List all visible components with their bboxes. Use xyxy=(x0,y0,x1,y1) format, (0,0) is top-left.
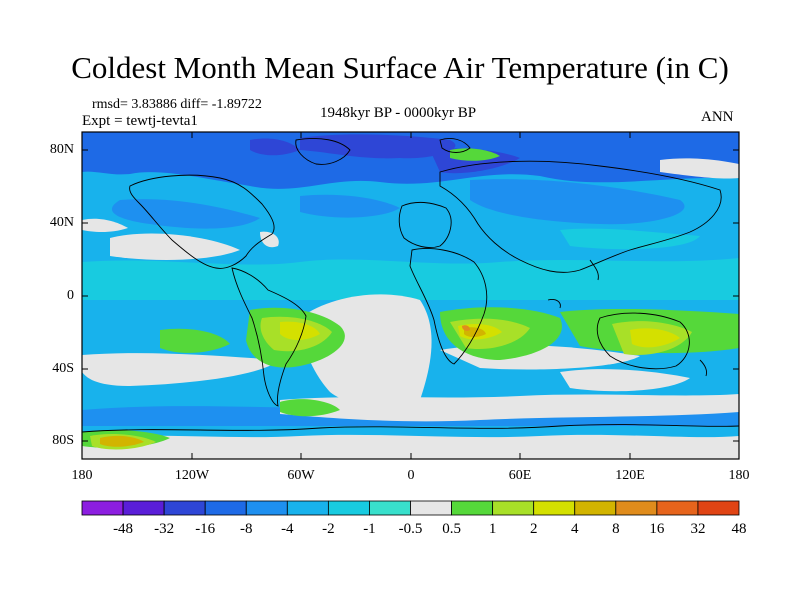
colorbar-box xyxy=(81,500,124,516)
lon-label-180e: 180 xyxy=(728,468,750,483)
colorbar-label: 0.5 xyxy=(442,521,461,537)
axis-ticks xyxy=(82,132,739,459)
colorbar-label: 1 xyxy=(488,521,497,537)
colorbar-label: 16 xyxy=(649,521,665,537)
colorbar-box xyxy=(533,500,576,516)
lon-label-60e: 60E xyxy=(508,468,532,483)
colorbar-label: -8 xyxy=(240,521,253,537)
temperature-field xyxy=(82,132,739,459)
lon-label-120e: 120E xyxy=(615,468,645,483)
map-title: Coldest Month Mean Surface Air Temperatu… xyxy=(71,50,729,85)
colorbar-box xyxy=(163,500,206,516)
lon-label-60w: 60W xyxy=(287,468,315,483)
lon-label-180w: 180 xyxy=(71,468,93,483)
colorbar-label: 4 xyxy=(571,521,579,537)
stats-text: rmsd= 3.83886 diff= -1.89722 xyxy=(92,97,262,112)
colorbar-label: -1 xyxy=(363,521,376,537)
colorbar xyxy=(81,500,740,516)
experiment-label: Expt = tewtj-tevta1 xyxy=(82,113,198,129)
colorbar-box xyxy=(615,500,658,516)
colorbar-box xyxy=(656,500,699,516)
colorbar-box xyxy=(492,500,535,516)
colorbar-label: 32 xyxy=(690,521,706,537)
lon-label-0: 0 xyxy=(407,468,415,483)
colorbar-box xyxy=(204,500,247,516)
lat-label-80s: 80S xyxy=(52,433,74,448)
colorbar-box xyxy=(327,500,370,516)
colorbar-box xyxy=(697,500,740,516)
colorbar-box xyxy=(410,500,452,516)
colorbar-box xyxy=(245,500,288,516)
season-label: ANN xyxy=(701,109,734,125)
colorbar-label: -2 xyxy=(322,521,335,537)
coastlines xyxy=(82,137,739,433)
colorbar-box xyxy=(122,500,165,516)
colorbar-label: -32 xyxy=(154,521,175,537)
colorbar-label: 8 xyxy=(612,521,620,537)
lat-label-0: 0 xyxy=(67,288,74,303)
colorbar-label: 48 xyxy=(731,521,747,537)
colorbar-label: -4 xyxy=(281,521,294,537)
colorbar-box xyxy=(286,500,329,516)
colorbar-label: 2 xyxy=(529,521,538,537)
colorbar-box xyxy=(574,500,617,516)
colorbar-box xyxy=(451,500,494,516)
period-label: 1948kyr BP - 0000kyr BP xyxy=(320,105,477,121)
lon-label-120w: 120W xyxy=(174,468,210,483)
colorbar-label: -0.5 xyxy=(398,521,423,537)
lat-label-40n: 40N xyxy=(49,215,74,230)
colorbar-label: -16 xyxy=(195,521,216,537)
colorbar-box xyxy=(369,500,411,516)
colorbar-label: -48 xyxy=(113,521,134,537)
lat-label-40s: 40S xyxy=(52,361,74,376)
lat-label-80n: 80N xyxy=(49,142,74,157)
